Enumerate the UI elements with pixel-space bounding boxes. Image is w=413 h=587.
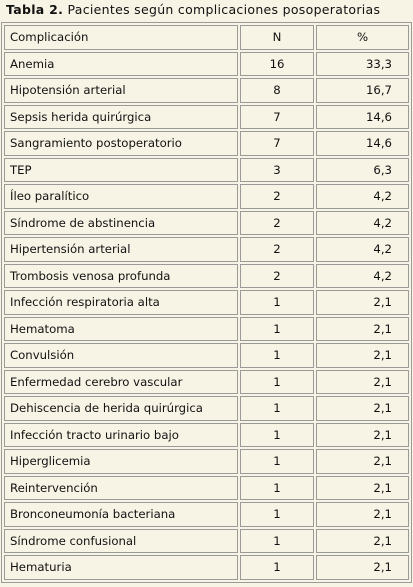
table-cell: 1 — [240, 449, 314, 474]
table-row: Íleo paralítico 2 4,2 — [4, 184, 409, 209]
table-cell: 1 — [240, 528, 314, 553]
table-cell: 14,6 — [316, 104, 409, 129]
table-row: Bronconeumonía bacteriana 1 2,1 — [4, 502, 409, 527]
table-row: Síndrome confusional 1 2,1 — [4, 528, 409, 553]
table-cell: Dehiscencia de herida quirúrgica — [4, 396, 238, 421]
table-cell: Anemia — [4, 51, 238, 76]
header-cell: N — [240, 25, 314, 50]
table-row: TEP 3 6,3 — [4, 157, 409, 182]
table-cell: 4,2 — [316, 210, 409, 235]
table-cell: 2,1 — [316, 449, 409, 474]
table-cell: Hematuria — [4, 555, 238, 580]
table-cell: Síndrome de abstinencia — [4, 210, 238, 235]
table-row: Enfermedad cerebro vascular 1 2,1 — [4, 369, 409, 394]
table-cell: Reintervención — [4, 475, 238, 500]
table-cell: Infección respiratoria alta — [4, 290, 238, 315]
table-cell: Síndrome confusional — [4, 528, 238, 553]
table-cell: 14,6 — [316, 131, 409, 156]
table-cell: 8 — [240, 78, 314, 103]
table-cell: 6,3 — [316, 157, 409, 182]
table-cell: 16 — [240, 51, 314, 76]
table-cell: 3 — [240, 157, 314, 182]
table-cell: 1 — [240, 555, 314, 580]
table-cell: 2,1 — [316, 422, 409, 447]
table-cell: 2,1 — [316, 290, 409, 315]
table-title: Tabla 2. Pacientes según complicaciones … — [6, 2, 380, 17]
table-cell: 4,2 — [316, 184, 409, 209]
table-cell: Sangramiento postoperatorio — [4, 131, 238, 156]
table-row: Sangramiento postoperatorio 7 14,6 — [4, 131, 409, 156]
table-cell: Sepsis herida quirúrgica — [4, 104, 238, 129]
table-row: Hematoma 1 2,1 — [4, 316, 409, 341]
table-row: Hipotensión arterial 8 16,7 — [4, 78, 409, 103]
table-cell: 16,7 — [316, 78, 409, 103]
table-cell: 1 — [240, 396, 314, 421]
table-cell: 2,1 — [316, 528, 409, 553]
table-cell: Bronconeumonía bacteriana — [4, 502, 238, 527]
table-cell: 2 — [240, 263, 314, 288]
table-cell: 2,1 — [316, 369, 409, 394]
title-label: Tabla 2. — [6, 2, 64, 17]
table-cell: Hiperglicemia — [4, 449, 238, 474]
table-cell: Trombosis venosa profunda — [4, 263, 238, 288]
complications-table: Complicación N% Anemia 16 33,3 Hipotensión ar… — [1, 22, 412, 583]
table-row: Hipertensión arterial 2 4,2 — [4, 237, 409, 262]
table-cell: 7 — [240, 131, 314, 156]
table-cell: Hematoma — [4, 316, 238, 341]
table-row: Infección tracto urinario bajo 1 2,1 — [4, 422, 409, 447]
table-cell: 2,1 — [316, 396, 409, 421]
table-row: Síndrome de abstinencia 2 4,2 — [4, 210, 409, 235]
table-cell: 2,1 — [316, 475, 409, 500]
table-row: Anemia 16 33,3 — [4, 51, 409, 76]
table-row: Reintervención 1 2,1 — [4, 475, 409, 500]
header-row: Complicación N% — [4, 25, 409, 50]
table-row: Infección respiratoria alta 1 2,1 — [4, 290, 409, 315]
table-cell: 2,1 — [316, 343, 409, 368]
table-cell: 2,1 — [316, 555, 409, 580]
table-cell: 1 — [240, 475, 314, 500]
title-text: Pacientes según complicaciones posoperat… — [67, 2, 381, 17]
table-cell: 33,3 — [316, 51, 409, 76]
table-cell: 7 — [240, 104, 314, 129]
table-cell: 2 — [240, 237, 314, 262]
table-cell: 4,2 — [316, 237, 409, 262]
header-cell: % — [316, 25, 409, 50]
table-cell: Enfermedad cerebro vascular — [4, 369, 238, 394]
table-row: Hematuria 1 2,1 — [4, 555, 409, 580]
table-cell: 4,2 — [316, 263, 409, 288]
table-row: Dehiscencia de herida quirúrgica 1 2,1 — [4, 396, 409, 421]
table-cell: 2,1 — [316, 316, 409, 341]
table-row: Trombosis venosa profunda 2 4,2 — [4, 263, 409, 288]
table-cell: 1 — [240, 290, 314, 315]
table-cell: 1 — [240, 502, 314, 527]
table-cell: TEP — [4, 157, 238, 182]
table-cell: 2 — [240, 210, 314, 235]
table-cell: Infección tracto urinario bajo — [4, 422, 238, 447]
table-cell: 1 — [240, 343, 314, 368]
table-cell: 1 — [240, 316, 314, 341]
table-row: Hiperglicemia 1 2,1 — [4, 449, 409, 474]
table-cell: 2 — [240, 184, 314, 209]
table-cell: 2,1 — [316, 502, 409, 527]
table-row: Sepsis herida quirúrgica 7 14,6 — [4, 104, 409, 129]
header-cell: Complicación — [4, 25, 238, 50]
table-cell: Íleo paralítico — [4, 184, 238, 209]
table-cell: Hipertensión arterial — [4, 237, 238, 262]
table-cell: 1 — [240, 369, 314, 394]
table-cell: 1 — [240, 422, 314, 447]
table-row: Convulsión 1 2,1 — [4, 343, 409, 368]
table-cell: Hipotensión arterial — [4, 78, 238, 103]
table-cell: Convulsión — [4, 343, 238, 368]
